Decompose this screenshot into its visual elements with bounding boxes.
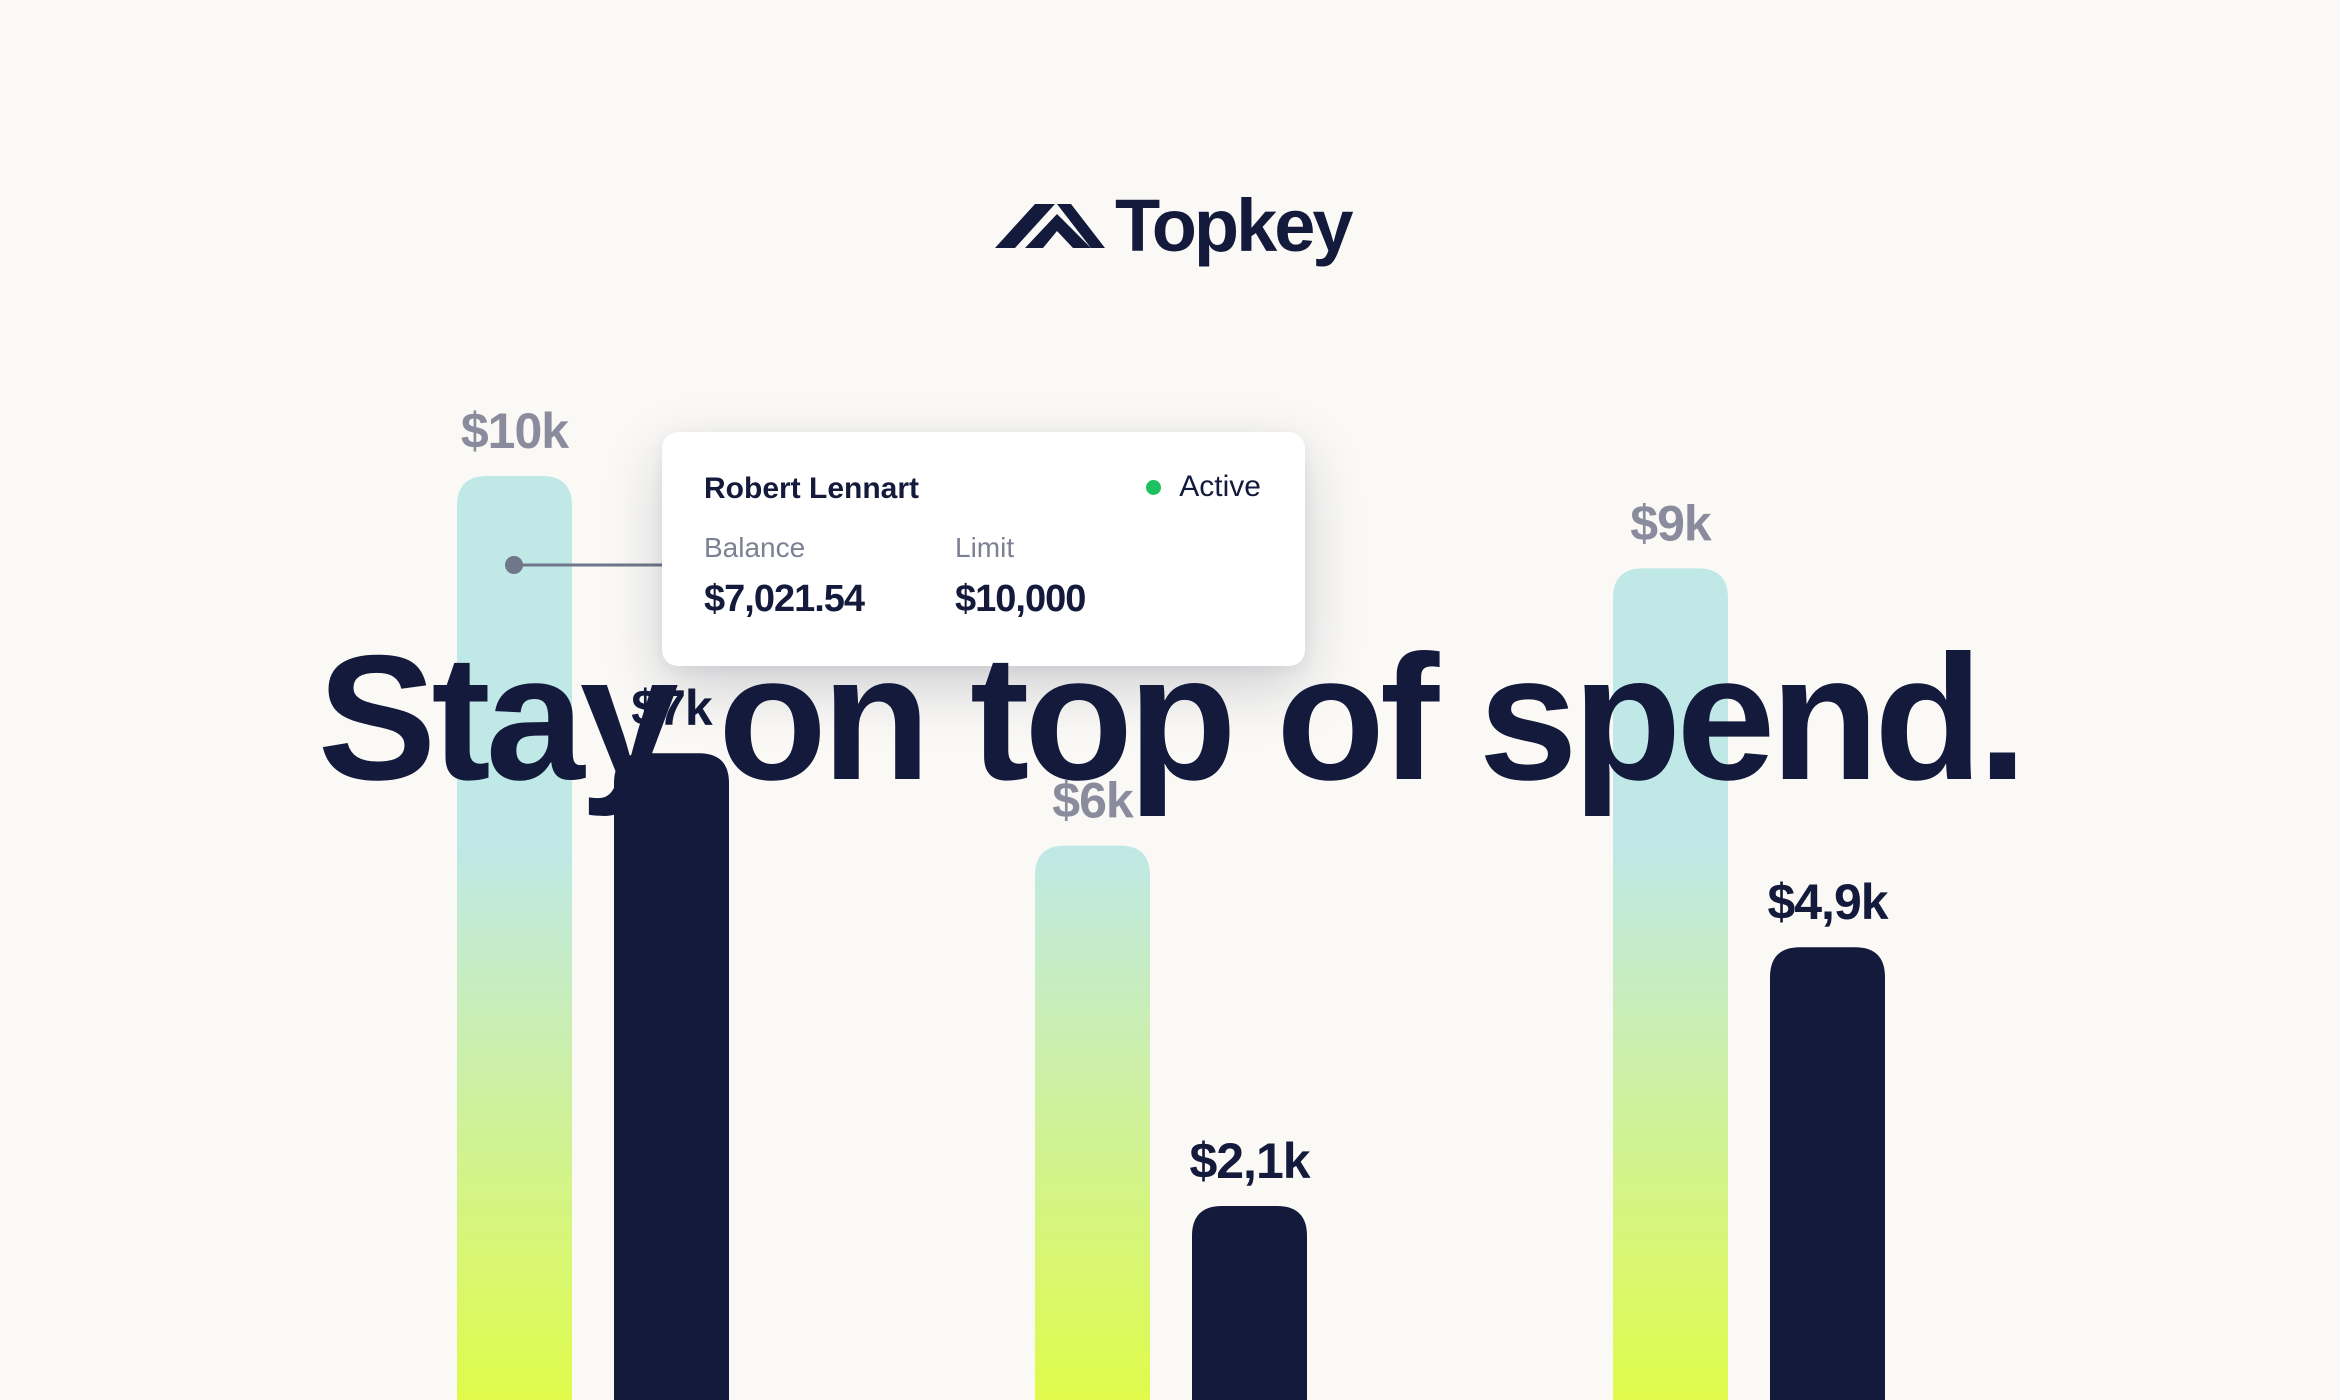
status-badge: Active [1146, 470, 1261, 504]
limit-field: Limit $10,000 [955, 532, 1086, 621]
balance-label: Balance [704, 532, 806, 563]
account-holder-name: Robert Lennart [704, 472, 920, 505]
limit-label: Limit [955, 532, 1015, 563]
balance-field: Balance $7,021.54 [704, 532, 865, 621]
status-dot-icon [1146, 479, 1162, 495]
logo-wordmark: Topkey [1115, 184, 1354, 267]
status-text: Active [1179, 470, 1261, 503]
limit-bar [1035, 845, 1150, 1400]
spend-bar [614, 753, 729, 1400]
spend-bar-label: $7k [631, 680, 713, 736]
headline: Stay on top of spend. [317, 618, 2028, 817]
limit-bar [1613, 568, 1728, 1400]
topkey-logo-icon [995, 204, 1105, 248]
spend-bar-label: $4,9k [1767, 874, 1888, 930]
spend-bar [1192, 1205, 1307, 1400]
balance-value: $7,021.54 [704, 578, 865, 620]
limit-value: $10,000 [955, 578, 1086, 620]
limit-bar-label: $10k [461, 403, 569, 459]
topkey-logo: Topkey [995, 184, 1354, 267]
spend-bar-label: $2,1k [1189, 1133, 1310, 1189]
limit-bar [457, 476, 572, 1400]
account-card[interactable]: Robert Lennart Active Balance $7,021.54 … [662, 432, 1305, 666]
spend-bar [1770, 947, 1885, 1400]
card-connector-dot [505, 556, 523, 574]
limit-bar-label: $9k [1630, 495, 1712, 551]
limit-bar-label: $6k [1052, 773, 1134, 829]
